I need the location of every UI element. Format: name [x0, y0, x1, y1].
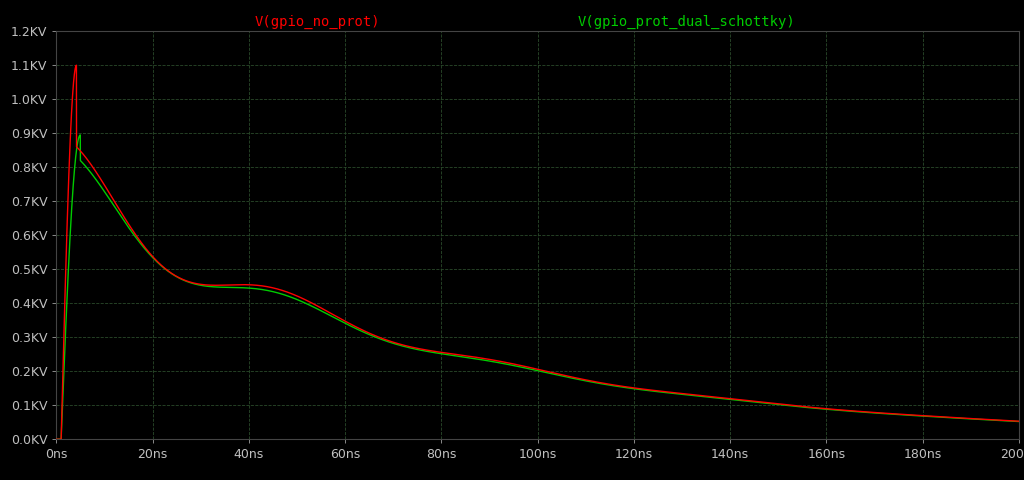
Text: V(gpio_prot_dual_schottky): V(gpio_prot_dual_schottky)	[578, 14, 795, 28]
Text: V(gpio_no_prot): V(gpio_no_prot)	[255, 14, 380, 28]
